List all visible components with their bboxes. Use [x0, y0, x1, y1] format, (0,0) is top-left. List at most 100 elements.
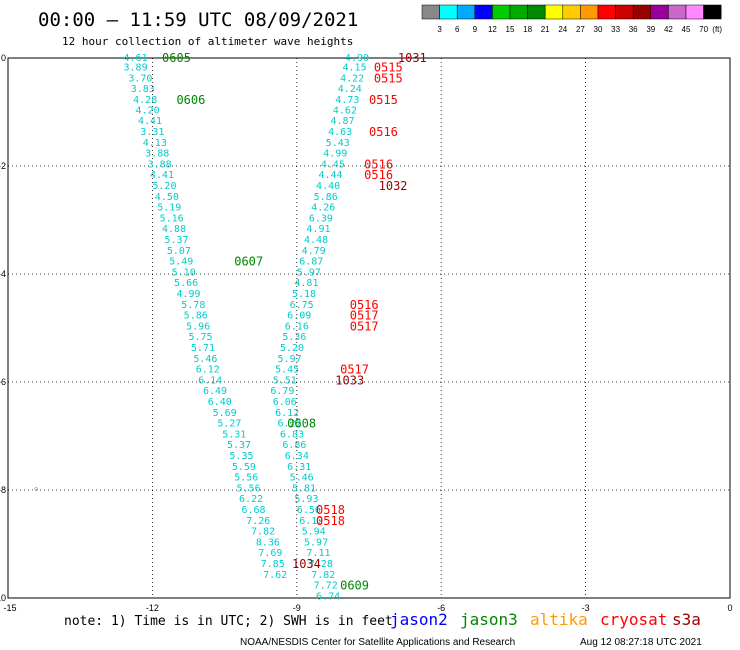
- wave-height-value: 4.62: [333, 105, 357, 116]
- wave-height-value: 7.28: [309, 559, 333, 570]
- wave-height-value: 5.94: [302, 527, 326, 538]
- wave-height-value: 4.20: [136, 105, 160, 116]
- scale-label: 39: [646, 25, 655, 34]
- y-tick-label: -8: [0, 485, 6, 495]
- wave-height-value: 4.48: [304, 235, 328, 246]
- wave-height-value: 4.22: [340, 74, 364, 85]
- scale-swatch: [527, 4, 546, 20]
- wave-height-value: 6.31: [287, 462, 311, 473]
- wave-height-value: 5.93: [294, 494, 318, 505]
- wave-height-value: 4.50: [155, 192, 179, 203]
- wave-height-value: 4.41: [150, 170, 174, 181]
- scale-label: 45: [682, 25, 691, 34]
- pass-label: 0606: [176, 93, 205, 107]
- wave-height-value: 7.11: [306, 548, 330, 559]
- wave-height-value: 4.91: [306, 224, 330, 235]
- wave-height-value: 4.13: [143, 138, 167, 149]
- scale-swatch: [703, 4, 722, 20]
- scale-label: 6: [455, 25, 460, 34]
- pass-label: 0518: [316, 514, 345, 528]
- wave-height-value: 4.41: [138, 116, 162, 127]
- wave-height-value: 4.24: [338, 84, 362, 95]
- wave-height-value: 7.26: [246, 516, 270, 527]
- wave-height-value: 6.12: [299, 516, 323, 527]
- pass-label: 0517: [350, 319, 379, 333]
- wave-height-value: 6.16: [285, 321, 309, 332]
- grid-lines: [8, 58, 730, 598]
- y-tick-label: -4: [0, 269, 6, 279]
- wave-height-value: 5.86: [184, 311, 208, 322]
- wave-height-value: 4.26: [311, 203, 335, 214]
- wave-height-value: 5.16: [160, 213, 184, 224]
- wave-height-value: 4.15: [343, 63, 367, 74]
- wave-height-value: 6.68: [241, 505, 265, 516]
- pass-label: 0515: [374, 72, 403, 86]
- x-tick-label: -3: [582, 603, 590, 613]
- wave-height-value: 5.36: [282, 332, 306, 343]
- y-tick-label: -10: [0, 593, 6, 603]
- footer-note: note: 1) Time is in UTC; 2) SWH is in fe…: [64, 614, 393, 629]
- wave-height-value: 5.69: [213, 408, 237, 419]
- scale-swatch: [685, 4, 704, 20]
- chart-subtitle: 12 hour collection of altimeter wave hei…: [62, 35, 353, 48]
- legend-entry-altika: altika: [530, 610, 588, 629]
- wave-height-value: 4.88: [162, 224, 186, 235]
- scale-swatch: [562, 4, 581, 20]
- wave-height-value: 6.86: [282, 440, 306, 451]
- legend-entry-cryosat: cryosat: [600, 610, 667, 629]
- wave-height-value: 6.83: [280, 429, 304, 440]
- scale-label: 42: [664, 25, 673, 34]
- scale-label: 12: [488, 25, 497, 34]
- wave-height-value: 3.31: [140, 127, 164, 138]
- scale-label: 24: [558, 25, 567, 34]
- wave-height-value: 5.59: [232, 462, 256, 473]
- scale-swatch: [615, 4, 634, 20]
- wave-height-value: 6.12: [196, 365, 220, 376]
- wave-height-value: 5.35: [229, 451, 253, 462]
- scale-swatch: [650, 4, 669, 20]
- legend-entry-jason2: jason2: [390, 610, 448, 629]
- footer-credit: NOAA/NESDIS Center for Satellite Applica…: [240, 637, 515, 648]
- wave-height-value: 5.75: [189, 332, 213, 343]
- chart-title: 00:00 – 11:59 UTC 08/09/2021: [38, 9, 358, 31]
- wave-height-value: 5.81: [292, 483, 316, 494]
- wave-height-value: 5.27: [217, 419, 241, 430]
- satellite-legend: jason2 jason3 altika cryosat s3a: [390, 610, 701, 629]
- pass-label: 0515: [369, 93, 398, 107]
- location-marker-icon: ◦: [33, 483, 40, 496]
- wave-height-value: 3.88: [145, 149, 169, 160]
- wave-height-value: 5.46: [193, 354, 217, 365]
- legend-entry-s3a: s3a: [672, 610, 701, 629]
- wave-height-value: 6.09: [287, 311, 311, 322]
- scale-swatch: [439, 4, 458, 20]
- scale-swatch: [421, 4, 440, 20]
- wave-height-value: 5.66: [174, 278, 198, 289]
- wave-height-value: 6.34: [285, 451, 309, 462]
- wave-height-value: 6.74: [316, 591, 340, 602]
- wave-height-value: 5.37: [164, 235, 188, 246]
- wave-height-value: 7.82: [311, 570, 335, 581]
- wave-height-value: 5.56: [234, 473, 258, 484]
- wave-height-value: 5.43: [326, 138, 350, 149]
- scale-swatch: [492, 4, 511, 20]
- x-tick-label: -15: [3, 603, 16, 613]
- scale-swatch: [544, 4, 564, 20]
- wave-height-value: 5.19: [157, 203, 181, 214]
- scale-label: 18: [523, 25, 532, 34]
- wave-height-value: 6.56: [297, 505, 321, 516]
- wave-height-value: 4.44: [318, 170, 342, 181]
- pass-labels: 0605060606070608060910310515051505150516…: [162, 51, 427, 593]
- scale-label: 36: [629, 25, 638, 34]
- wave-height-value: 6.49: [203, 386, 227, 397]
- scale-label: 30: [594, 25, 603, 34]
- pass-label: 1034: [292, 557, 321, 571]
- wave-height-value: 4.99: [176, 289, 200, 300]
- wave-height-value: 5.78: [181, 300, 205, 311]
- wave-height-value: 4.28: [133, 95, 157, 106]
- wave-height-value: 7.72: [314, 581, 338, 592]
- wave-height-value: 5.20: [280, 343, 304, 354]
- wave-height-value: 6.06: [273, 397, 297, 408]
- footer-timestamp: Aug 12 08:27:18 UTC 2021: [580, 637, 702, 648]
- pass-label: 1031: [398, 51, 427, 65]
- wave-height-value: 6.14: [198, 375, 222, 386]
